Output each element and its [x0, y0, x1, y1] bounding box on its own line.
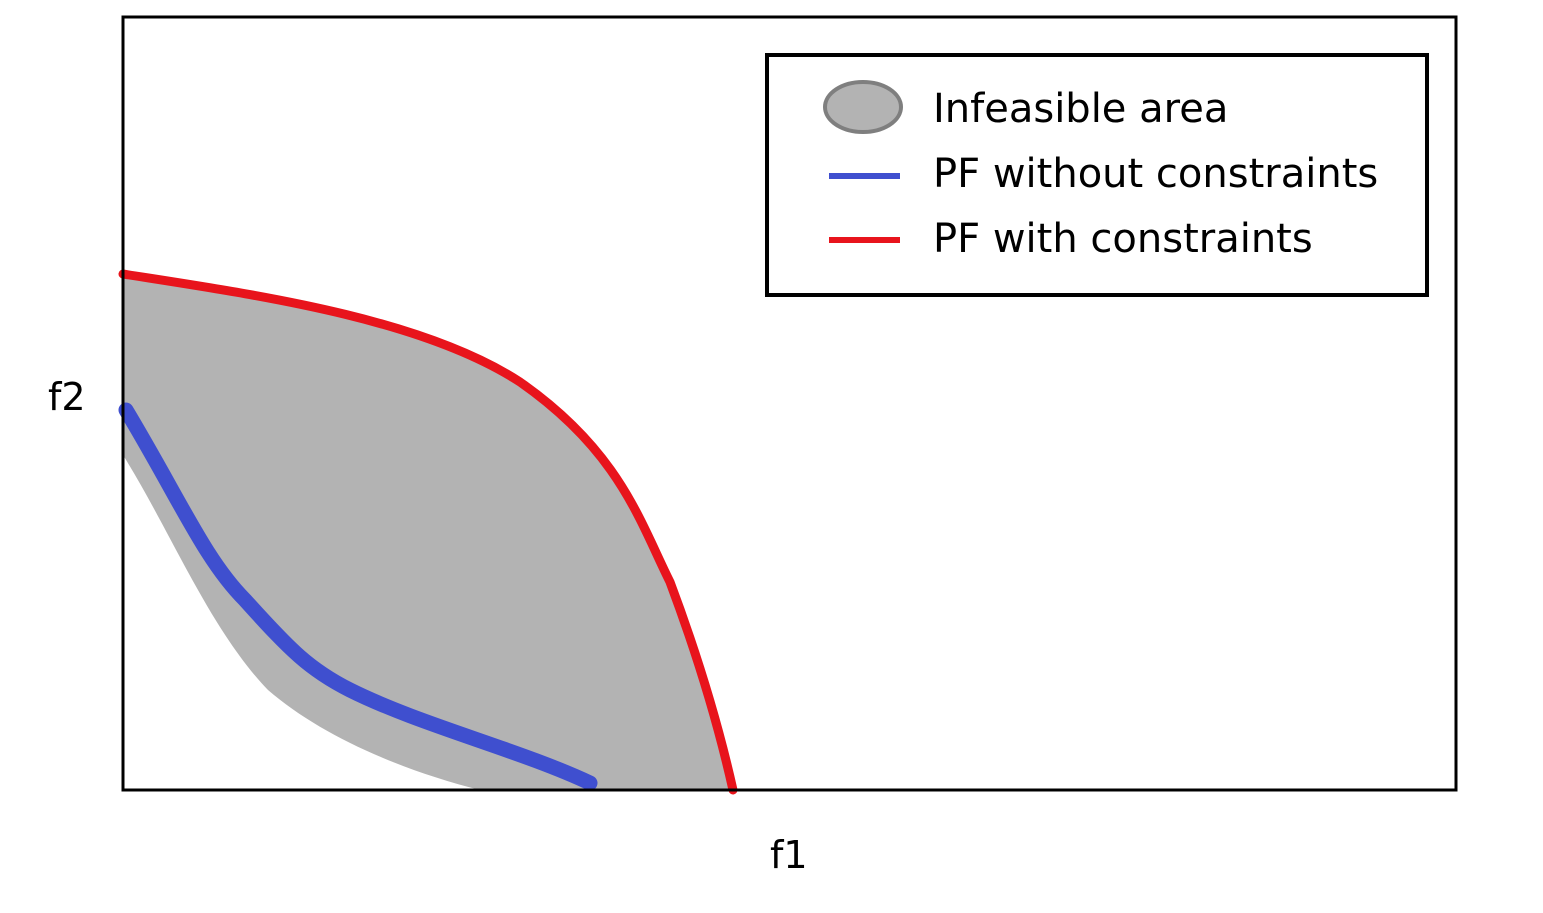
legend: Infeasible area PF without constraints P…: [765, 53, 1429, 297]
legend-infeasible-label: Infeasible area: [933, 86, 1228, 132]
plot-frame: [121, 15, 1458, 792]
pf-without-constraints-curve: [118, 402, 598, 791]
infeasible-area-region: [123, 272, 733, 790]
pf-with-constraints-curve: [118, 269, 738, 795]
y-axis-label: f2: [48, 375, 86, 419]
x-axis-label: f1: [770, 833, 808, 877]
legend-infeasible-swatch: [823, 80, 903, 134]
legend-pf-with-constraints-label: PF with constraints: [933, 216, 1313, 262]
legend-pf-without-constraints-label: PF without constraints: [933, 151, 1378, 197]
